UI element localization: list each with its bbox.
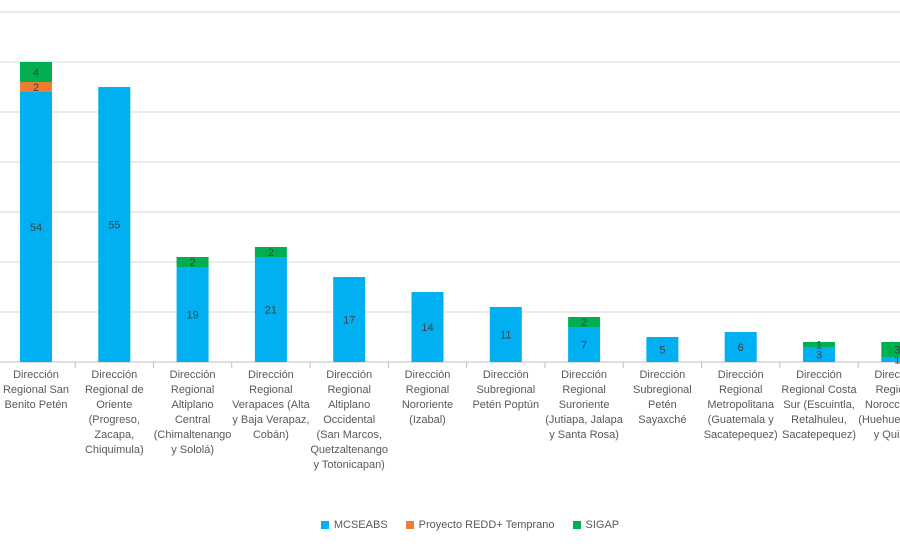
x-tick-label: Dirección Regional Metropolitana (Guatem…	[703, 369, 778, 441]
x-tick-label: Dirección Regional Costa Sur (Escuintla,…	[781, 369, 857, 441]
x-tick-label: Dirección Regional Altiplano Central (Ch…	[153, 369, 232, 456]
value-label: 17	[343, 314, 355, 326]
legend-swatch	[405, 521, 414, 529]
legend: MCSEABS Proyecto REDD+ Temprano SIGAP	[0, 519, 900, 531]
value-label: 7	[581, 339, 587, 351]
value-label: 2	[581, 317, 587, 329]
bar-segment	[489, 307, 522, 362]
legend-label: SIGAP	[585, 519, 620, 531]
value-label: 6	[738, 342, 744, 354]
bar-segment	[98, 87, 131, 362]
value-label: 4	[33, 67, 39, 79]
value-label: 2	[33, 82, 39, 94]
legend-item: SIGAP	[572, 519, 620, 531]
bar-segment	[568, 317, 601, 327]
value-label: 2	[268, 247, 274, 259]
bar-segment	[176, 267, 209, 362]
value-label: 1	[894, 354, 900, 366]
x-tick-label: Dirección Regional de Oriente (Progreso,…	[84, 369, 144, 456]
bar-segment	[20, 62, 52, 82]
bar-segment	[724, 332, 757, 362]
x-tick-label: Dirección Regional San Benito Petén	[2, 369, 70, 411]
value-label: 54	[30, 222, 42, 234]
value-label: 14	[421, 322, 433, 334]
x-tick-label: Dirección Subregional Petén Sayaxché	[633, 369, 692, 426]
value-label: 5	[659, 344, 665, 356]
bar-segment	[254, 247, 287, 257]
bar-segment	[803, 347, 835, 362]
value-label: 55	[108, 219, 120, 231]
bar-segment	[254, 257, 287, 362]
x-tick-label: Dirección Regional Altiplano Occidental …	[310, 369, 389, 471]
bar-segment	[646, 337, 679, 362]
legend-item: Proyecto REDD+ Temprano	[405, 519, 555, 531]
bar-segment	[333, 277, 366, 362]
legend-swatch	[572, 521, 581, 529]
legend-label: MCSEABS	[333, 519, 388, 531]
legend-item: MCSEABS	[320, 519, 388, 531]
value-label: 21	[265, 304, 277, 316]
x-tick-label: Dirección Regional Suroriente (Jutiapa, …	[545, 369, 623, 441]
bar-segment	[20, 82, 52, 92]
bar-segment	[803, 342, 835, 347]
legend-label: Proyecto REDD+ Temprano	[418, 519, 555, 531]
bar-segment	[20, 92, 52, 362]
value-label: 1	[816, 339, 822, 351]
bar-segment	[568, 327, 601, 362]
value-label: 19	[186, 309, 198, 321]
value-label: 3	[816, 349, 822, 361]
bar-segment	[411, 292, 444, 362]
bar-segment	[881, 357, 900, 362]
x-tick-label: Dirección Subregional Petén Poptún	[472, 369, 540, 411]
bar-segment	[176, 257, 209, 267]
x-tick-label: Dirección Regional Nororiente (Izabal)	[401, 369, 454, 426]
x-tick-label: Dirección Regional Noroccidente (Huehuet…	[858, 369, 900, 441]
bar-segment	[881, 342, 900, 357]
x-tick-label: Dirección Regional Verapaces (Alta y Baj…	[232, 369, 310, 441]
value-label: 2	[190, 257, 196, 269]
value-label: 3	[894, 344, 900, 356]
value-label: 11	[500, 329, 511, 341]
legend-swatch	[320, 521, 329, 529]
